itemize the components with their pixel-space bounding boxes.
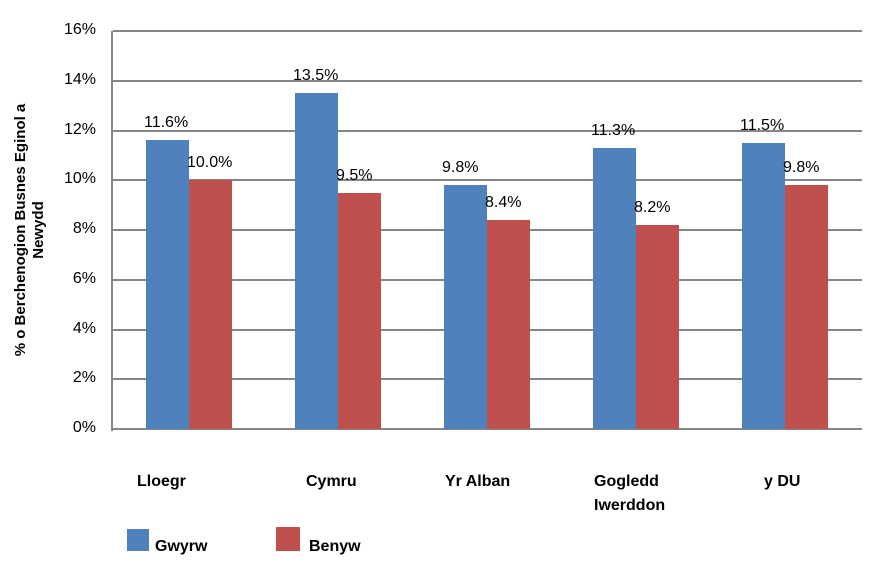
y-tick-label: 4%	[72, 319, 96, 337]
data-label: 13.5%	[293, 67, 339, 85]
data-label: 11.3%	[591, 121, 636, 139]
y-tick-label: 8%	[72, 220, 96, 237]
y-axis-title-line1: % o Berchenogion Busnes Eginol a	[12, 103, 29, 357]
bar-gwyrw	[742, 142, 785, 429]
data-label: 9.5%	[336, 166, 373, 184]
y-tick-label: 0%	[72, 419, 96, 436]
bar-benyw	[785, 185, 828, 429]
bar-gwyrw	[593, 147, 636, 429]
bar-gwyrw	[146, 140, 189, 429]
x-category-label: Yr Alban	[445, 473, 511, 490]
y-tick-label: 2%	[72, 369, 96, 387]
y-tick-label: 14%	[63, 70, 96, 88]
legend-swatch-gwyrw	[127, 529, 149, 551]
bar-gwyrw	[444, 185, 487, 429]
legend-swatch-benyw	[276, 527, 300, 551]
y-tick-label: 16%	[63, 21, 96, 38]
gridline	[113, 179, 862, 182]
data-label: 10.0%	[187, 154, 233, 172]
y-tick-label: 12%	[63, 120, 96, 138]
bar-benyw	[636, 225, 679, 429]
y-tick-label: 6%	[72, 269, 96, 287]
data-label: 9.8%	[783, 159, 820, 177]
data-label: 11.6%	[144, 114, 189, 132]
data-label: 8.2%	[634, 199, 671, 217]
data-label: 9.8%	[442, 159, 479, 177]
bar-benyw	[487, 220, 530, 429]
data-label: 11.5%	[740, 116, 785, 134]
data-label: 8.4%	[485, 194, 522, 212]
y-tick-label: 10%	[63, 170, 96, 188]
gridline	[113, 79, 862, 82]
x-category-label: y DU	[764, 473, 801, 490]
y-axis-line	[111, 31, 113, 431]
legend-label-gwyrw: Gwyrw	[155, 538, 208, 555]
gridline	[113, 129, 862, 132]
gridline	[113, 30, 862, 32]
x-category-label: Gogledd Iwerddon	[594, 473, 666, 514]
x-category-label: Cymru	[306, 473, 357, 490]
bar-benyw	[338, 192, 381, 429]
bar-gwyrw	[295, 93, 338, 429]
legend-label-benyw: Benyw	[309, 538, 361, 555]
gridline	[113, 428, 862, 430]
x-category-label: Lloegr	[137, 473, 186, 490]
bar-benyw	[189, 180, 232, 429]
